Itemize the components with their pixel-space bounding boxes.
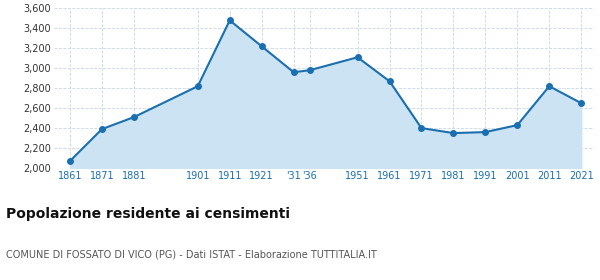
Text: COMUNE DI FOSSATO DI VICO (PG) - Dati ISTAT - Elaborazione TUTTITALIA.IT: COMUNE DI FOSSATO DI VICO (PG) - Dati IS… [6, 249, 377, 259]
Text: Popolazione residente ai censimenti: Popolazione residente ai censimenti [6, 207, 290, 221]
